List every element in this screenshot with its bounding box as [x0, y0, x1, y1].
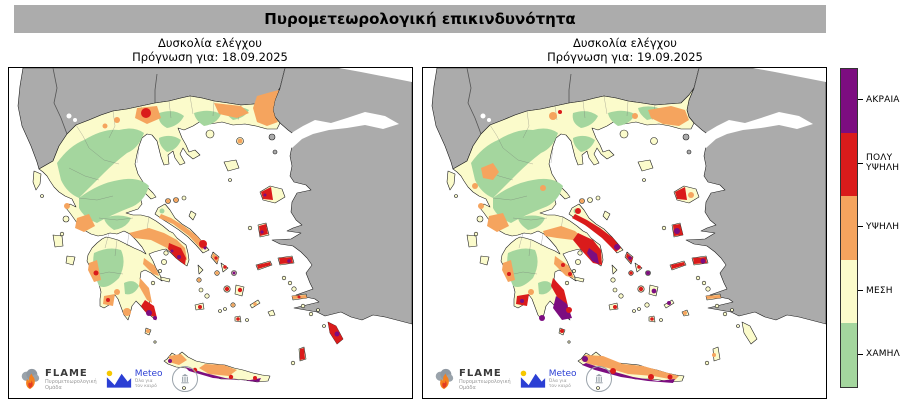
- page-title: Πυρομετεωρολογική επικινδυνότητα: [264, 10, 576, 28]
- flame-logo: FLAME Πυρομετεωρολογική Ομάδα: [19, 368, 97, 391]
- observatory-building-icon: [594, 373, 603, 384]
- greece-fire-risk-map-18-09: [9, 68, 412, 398]
- meteo-logo-sub2: τον καιρό: [134, 384, 157, 389]
- observatory-emblem: [171, 366, 198, 392]
- flame-logo-sub1: Πυρομετεωρολογική: [45, 378, 97, 385]
- legend-tick: [858, 99, 863, 101]
- legend-label-low: ΧΑΜΗΛΗ: [866, 349, 900, 360]
- subtitle-left-line1: Δυσκολία ελέγχου: [158, 36, 262, 50]
- flame-logo-name: FLAME: [459, 367, 502, 379]
- subtitle-left: Δυσκολία ελέγχου Πρόγνωση για: 18.09.202…: [8, 36, 412, 64]
- meteo-m-icon: [520, 370, 545, 388]
- subtitle-right-line2: Πρόγνωση για: 19.09.2025: [547, 50, 703, 64]
- legend-label-extreme: ΑΚΡΑΙΑ: [866, 94, 900, 105]
- legend-label-high: ΥΨΗΛΗ: [866, 221, 900, 232]
- observatory-building-icon: [180, 373, 189, 384]
- flame-cloud-icon: [21, 368, 40, 390]
- legend-color-bar: [840, 68, 858, 388]
- meteo-logo-name: Meteo: [548, 369, 577, 379]
- flame-logo-name: FLAME: [45, 367, 88, 379]
- legend-segment-medium: [841, 259, 857, 324]
- observatory-emblem: [585, 366, 612, 392]
- logos-right: FLAME Πυρομετεωρολογική Ομάδα Meteo Όλα …: [433, 366, 612, 392]
- subtitle-left-line2: Πρόγνωση για: 18.09.2025: [132, 50, 288, 64]
- greece-fire-risk-map-19-09: [423, 68, 826, 398]
- flame-cloud-icon: [435, 368, 454, 390]
- meteo-logo-sub1: Όλα για: [548, 379, 567, 384]
- title-bar: Πυρομετεωρολογική επικινδυνότητα: [14, 5, 826, 33]
- meteo-logo: Meteo Όλα για τον καιρό: [106, 369, 163, 389]
- legend-labels: ΑΚΡΑΙΑ ΠΟΛΥ ΥΨΗΛΗ ΥΨΗΛΗ ΜΕΣΗ ΧΑΜΗΛΗ: [858, 68, 900, 386]
- subtitle-right-line1: Δυσκολία ελέγχου: [573, 36, 677, 50]
- map-panel-19-09: FLAME Πυρομετεωρολογική Ομάδα Meteo Όλα …: [422, 67, 827, 399]
- legend-tick: [858, 226, 863, 228]
- flame-logo-sub1: Πυρομετεωρολογική: [459, 378, 511, 385]
- legend-label-very-high: ΠΟΛΥ ΥΨΗΛΗ: [866, 153, 900, 174]
- legend-segment-high: [841, 196, 857, 260]
- flame-logo: FLAME Πυρομετεωρολογική Ομάδα: [433, 368, 511, 391]
- legend-label-medium: ΜΕΣΗ: [866, 285, 893, 296]
- legend-segment-very-high: [841, 132, 857, 197]
- legend-segment-low: [841, 323, 857, 387]
- legend-tick: [858, 290, 863, 292]
- meteo-logo-sub2: τον καιρό: [548, 384, 571, 389]
- flame-logo-sub2: Ομάδα: [45, 384, 62, 391]
- legend-segment-extreme: [841, 69, 857, 133]
- subtitle-right: Δυσκολία ελέγχου Πρόγνωση για: 19.09.202…: [423, 36, 827, 64]
- meteo-logo: Meteo Όλα για τον καιρό: [520, 369, 577, 389]
- meteo-m-icon: [106, 370, 131, 388]
- map-panel-18-09: FLAME Πυρομετεωρολογική Ομάδα Meteo Όλα …: [8, 67, 413, 399]
- meteo-logo-name: Meteo: [134, 369, 163, 379]
- logos-left: FLAME Πυρομετεωρολογική Ομάδα Meteo Όλα …: [19, 366, 198, 392]
- legend-tick: [858, 353, 863, 355]
- meteo-logo-sub1: Όλα για: [134, 379, 153, 384]
- legend-tick: [858, 162, 863, 164]
- flame-logo-sub2: Ομάδα: [459, 384, 476, 391]
- risk-legend: ΑΚΡΑΙΑ ΠΟΛΥ ΥΨΗΛΗ ΥΨΗΛΗ ΜΕΣΗ ΧΑΜΗΛΗ: [840, 68, 900, 388]
